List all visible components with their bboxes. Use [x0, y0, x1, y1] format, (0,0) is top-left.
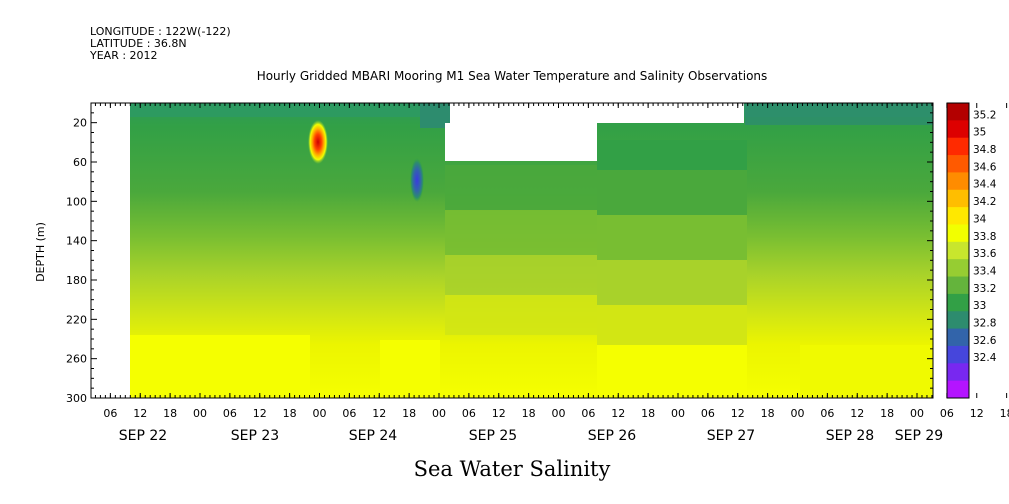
x-hour-tick-label: 18 — [761, 407, 775, 420]
colorbar: 35.2 35 34.8 34.6 34.4 34.2 34 33.8 33.6 33.4 33.2… — [946, 102, 997, 399]
x-hour-tick-label: 12 — [611, 407, 625, 420]
colorbar-swatch — [947, 207, 969, 225]
colorbar-label: 33.4 — [973, 265, 997, 277]
colorbar-label: 34.4 — [973, 179, 997, 191]
y-axis-ticks: 20 60 100 140 180 220 260 300 — [66, 112, 933, 405]
colorbar-label: 34.8 — [973, 144, 996, 156]
x-hour-tick-label: 12 — [372, 407, 386, 420]
x-hour-tick-label: 06 — [103, 407, 117, 420]
x-date-label: SEP 25 — [469, 428, 517, 444]
colorbar-label: 32.6 — [973, 335, 997, 347]
x-hour-tick-label: 12 — [253, 407, 267, 420]
x-hour-tick-label: 06 — [342, 407, 356, 420]
x-hour-tick-label: 18 — [880, 407, 894, 420]
x-hour-tick-label: 00 — [791, 407, 805, 420]
x-hour-tick-label: 18 — [1000, 407, 1009, 420]
x-hour-tick-label: 12 — [970, 407, 984, 420]
y-tick-label: 20 — [73, 117, 87, 130]
colorbar-swatch — [947, 155, 969, 173]
x-date-label: SEP 26 — [588, 428, 637, 444]
x-hour-tick-label: 18 — [522, 407, 536, 420]
colorbar-swatch — [947, 189, 969, 208]
colorbar-label: 35 — [973, 127, 986, 139]
colorbar-swatch — [947, 276, 969, 295]
x-axis-ticks: 06 12 18 00 06 12 18 00 06 12 18 00 06 12 18 00 06 12 18 00… — [94, 103, 1009, 420]
colorbar-label: 35.2 — [973, 109, 996, 121]
x-hour-tick-label: 18 — [402, 407, 416, 420]
high-salinity-anomaly — [308, 120, 328, 164]
colorbar-swatch — [947, 380, 969, 399]
colorbar-swatch — [947, 103, 969, 121]
x-hour-tick-label: 12 — [492, 407, 506, 420]
colorbar-swatch — [947, 172, 969, 191]
x-hour-tick-label: 06 — [462, 407, 476, 420]
colorbar-swatch — [947, 137, 969, 156]
colorbar-label: 33.6 — [973, 248, 997, 260]
colorbar-swatch — [947, 120, 969, 139]
x-hour-tick-label: 18 — [163, 407, 177, 420]
bottom-title: Sea Water Salinity — [414, 457, 611, 481]
colorbar-label: 32.4 — [973, 352, 997, 364]
x-hour-tick-label: 00 — [432, 407, 446, 420]
x-hour-tick-label: 12 — [731, 407, 745, 420]
colorbar-swatch — [947, 311, 969, 330]
colorbar-label: 33 — [973, 300, 986, 312]
colorbar-label: 33.2 — [973, 283, 996, 295]
x-date-label: SEP 22 — [119, 428, 167, 444]
x-hour-tick-label: 00 — [552, 407, 566, 420]
x-date-label: SEP 29 — [895, 428, 943, 444]
x-hour-tick-label: 06 — [581, 407, 595, 420]
x-hour-tick-label: 06 — [820, 407, 834, 420]
x-hour-tick-label: 00 — [193, 407, 207, 420]
x-date-label: SEP 23 — [231, 428, 279, 444]
y-tick-label: 220 — [66, 313, 87, 326]
colorbar-swatch — [947, 241, 969, 260]
colorbar-swatch — [947, 328, 969, 347]
low-salinity-anomaly — [410, 158, 424, 202]
year-label: YEAR : 2012 — [89, 49, 158, 62]
y-axis-label: DEPTH (m) — [34, 222, 47, 282]
longitude-label: LONGITUDE : 122W(-122) — [90, 25, 231, 38]
x-hour-tick-label: 00 — [313, 407, 327, 420]
chart-title: Hourly Gridded MBARI Mooring M1 Sea Wate… — [257, 69, 768, 83]
colorbar-label: 34.2 — [973, 196, 996, 208]
x-hour-tick-label: 18 — [641, 407, 655, 420]
colorbar-swatch — [947, 224, 969, 243]
y-tick-label: 260 — [66, 353, 87, 366]
y-tick-label: 180 — [66, 274, 87, 287]
x-date-label: SEP 27 — [707, 428, 755, 444]
colorbar-swatch — [947, 345, 969, 364]
x-date-label: SEP 24 — [349, 428, 398, 444]
colorbar-label: 34 — [973, 213, 987, 225]
x-hour-tick-label: 12 — [133, 407, 147, 420]
colorbar-swatch — [947, 293, 969, 312]
colorbar-swatch — [947, 259, 969, 278]
x-hour-tick-label: 18 — [283, 407, 297, 420]
y-tick-label: 140 — [66, 235, 87, 248]
y-tick-label: 60 — [73, 156, 87, 169]
y-tick-label: 100 — [66, 195, 87, 208]
salinity-field — [91, 103, 933, 398]
x-hour-tick-label: 06 — [701, 407, 715, 420]
x-hour-tick-label: 00 — [910, 407, 924, 420]
x-date-label: SEP 28 — [826, 428, 874, 444]
colorbar-label: 34.6 — [973, 161, 997, 173]
colorbar-label: 33.8 — [973, 231, 996, 243]
y-tick-label: 300 — [66, 392, 87, 405]
x-hour-tick-label: 12 — [850, 407, 864, 420]
colorbar-label: 32.8 — [973, 318, 996, 330]
x-hour-tick-label: 06 — [223, 407, 237, 420]
x-axis-date-labels: SEP 22 SEP 23 SEP 24 SEP 25 SEP 26 SEP 27 SEP … — [119, 428, 943, 444]
colorbar-swatch — [947, 363, 969, 382]
x-hour-tick-label: 00 — [671, 407, 685, 420]
latitude-label: LATITUDE : 36.8N — [90, 37, 187, 50]
x-hour-tick-label: 06 — [940, 407, 954, 420]
